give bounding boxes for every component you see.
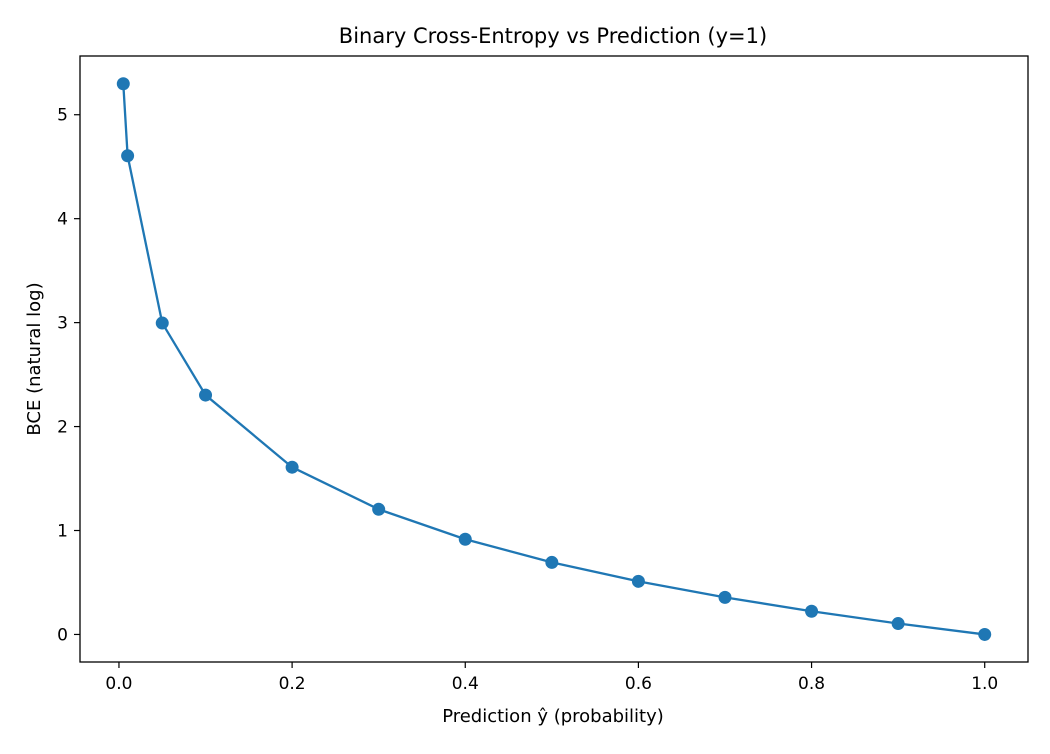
y-tick-label: 0 [57, 625, 68, 645]
x-tick-label: 0.4 [452, 674, 479, 694]
data-point [116, 77, 130, 91]
x-tick-label: 1.0 [971, 674, 998, 694]
plot-area [116, 77, 992, 641]
data-point [285, 460, 299, 474]
data-point [631, 574, 645, 588]
data-point [891, 617, 905, 631]
data-point [805, 604, 819, 618]
data-point [978, 627, 992, 641]
data-point [155, 316, 169, 330]
y-tick-label: 2 [57, 418, 68, 438]
x-tick-label: 0.6 [625, 674, 652, 694]
y-tick-label: 1 [57, 522, 68, 542]
y-axis-label: BCE (natural log) [24, 282, 45, 435]
data-point [718, 590, 732, 604]
plot-frame [79, 55, 1029, 663]
data-point [458, 532, 472, 546]
data-point [545, 555, 559, 569]
x-tick-label: 0.8 [798, 674, 825, 694]
series-line [122, 83, 985, 636]
data-point [199, 388, 213, 402]
x-tick-label: 0.2 [279, 674, 306, 694]
x-axis-label: Prediction ŷ (probability) [442, 706, 664, 727]
data-point [372, 502, 386, 516]
axes: 0.0 0.2 0.4 0.6 0.8 1.0 0 1 2 3 4 5 [57, 106, 998, 694]
x-tick-label: 0.0 [105, 674, 132, 694]
chart-title: Binary Cross-Entropy vs Prediction (y=1) [339, 24, 767, 48]
y-tick-label: 5 [57, 106, 68, 126]
y-tick-label: 3 [57, 314, 68, 334]
data-point [121, 149, 135, 163]
y-tick-label: 4 [57, 210, 68, 230]
